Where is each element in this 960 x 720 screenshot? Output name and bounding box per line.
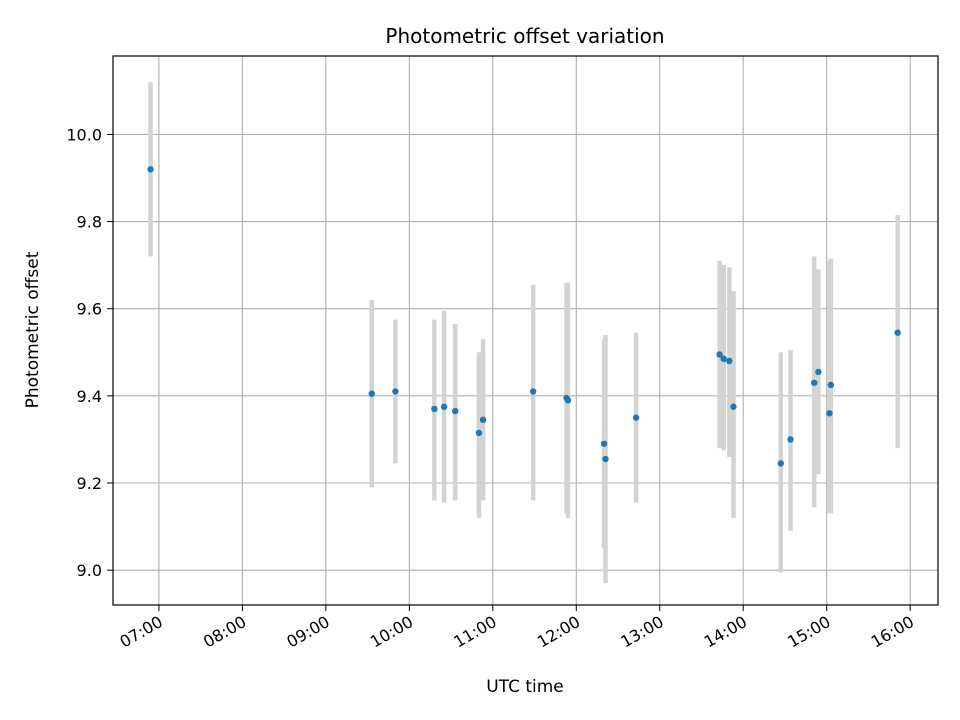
y-tick-label: 9.8 <box>77 213 102 232</box>
data-point <box>777 460 784 467</box>
data-point <box>529 388 537 395</box>
data-point <box>564 397 572 404</box>
y-tick-label: 10.0 <box>66 125 102 144</box>
grid <box>113 56 938 605</box>
data-point <box>726 357 733 365</box>
data-point <box>368 390 375 397</box>
data-point <box>479 416 487 424</box>
data-point <box>452 407 459 415</box>
plot-frame <box>112 55 939 606</box>
y-tick-label: 9.2 <box>77 474 102 493</box>
y-tick-label: 9.4 <box>77 387 102 406</box>
data-point <box>730 403 737 410</box>
data-point <box>826 410 833 417</box>
data-point <box>600 440 608 447</box>
y-tick-label: 9.0 <box>77 561 102 580</box>
y-axis: 9.0 9.2 9.4 9.6 9.8 10.0 <box>66 125 113 580</box>
data-point <box>440 403 448 410</box>
data-point <box>431 405 438 413</box>
data-point <box>894 329 901 336</box>
y-tick-label: 9.6 <box>77 300 102 319</box>
data-point <box>392 388 399 395</box>
data-point <box>810 379 818 386</box>
data-point <box>827 381 835 389</box>
data-point <box>720 355 727 363</box>
data-point <box>815 368 822 376</box>
data-point <box>787 436 794 443</box>
y-axis-label: Photometric offset <box>23 251 43 408</box>
data-points <box>147 166 901 467</box>
data-point <box>147 166 154 173</box>
data-point <box>632 414 640 421</box>
chart-title: Photometric offset variation <box>385 24 664 48</box>
x-axis-label: UTC time <box>486 677 564 697</box>
data-point <box>475 429 483 437</box>
data-point <box>602 455 609 463</box>
data-point <box>716 351 723 358</box>
